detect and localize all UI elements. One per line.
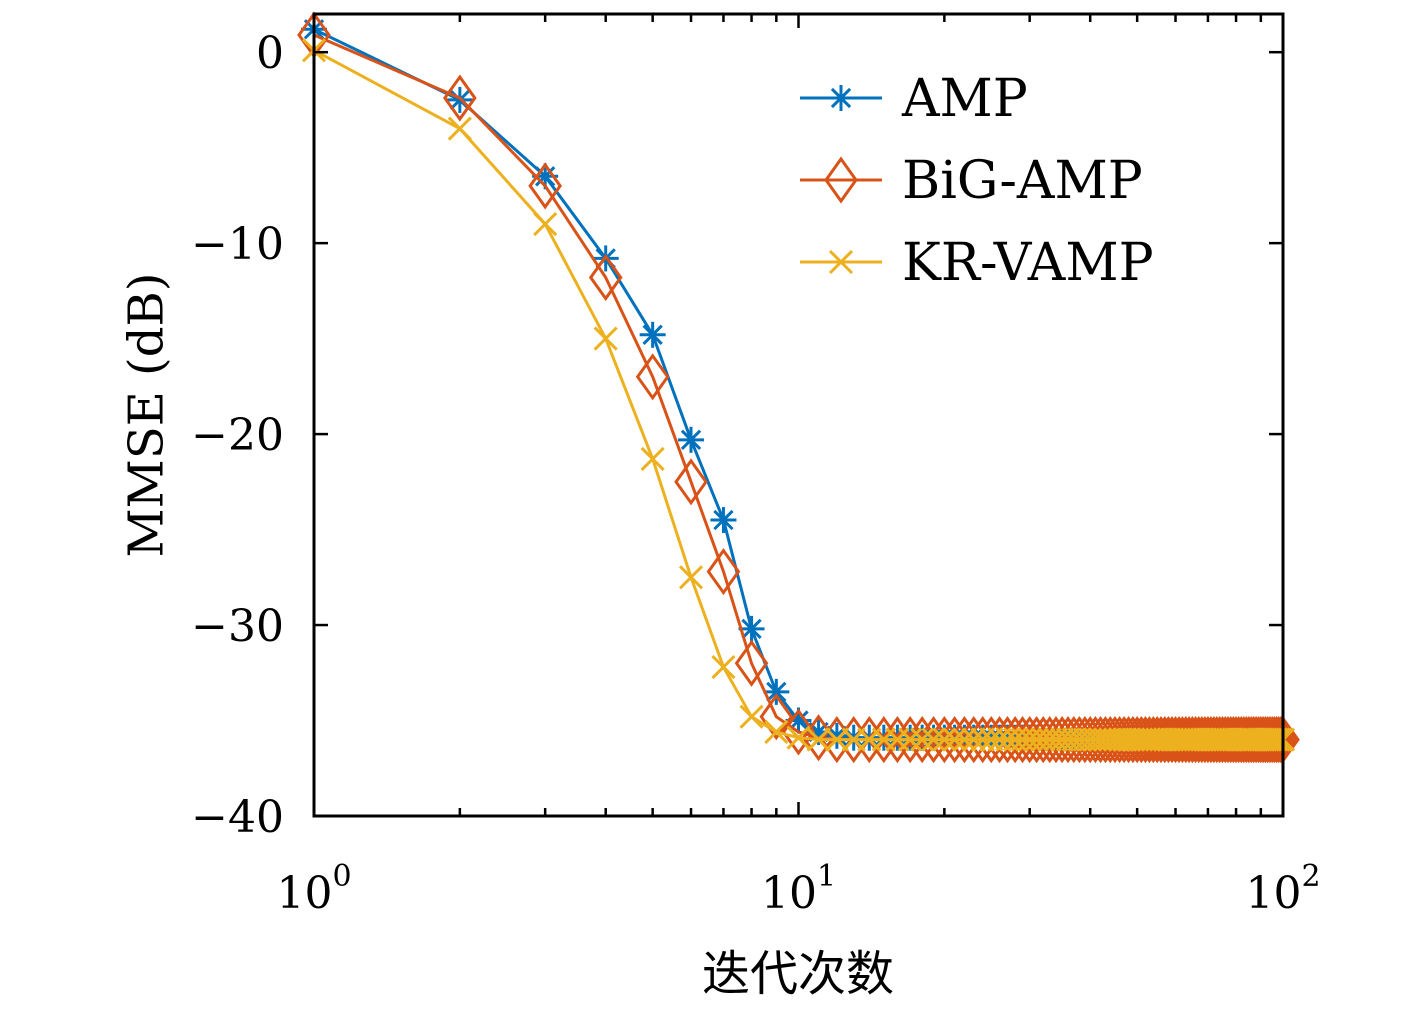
- series-kr-vamp: [301, 38, 1296, 752]
- data-point: [588, 253, 623, 302]
- data-point: [678, 426, 705, 453]
- x-axis-title: 迭代次数: [702, 946, 894, 1002]
- data-point: [763, 678, 790, 705]
- plot-area: [297, 11, 1300, 764]
- data-point: [678, 565, 704, 590]
- data-point: [710, 507, 737, 534]
- data-point: [1043, 727, 1069, 752]
- series-line: [313, 33, 1283, 742]
- legend-marker: [828, 85, 854, 111]
- data-point: [893, 716, 927, 764]
- series-amp: [301, 16, 1296, 751]
- data-point: [739, 704, 764, 729]
- data-point: [533, 211, 558, 237]
- data-point: [786, 725, 811, 750]
- axes-box: [312, 12, 1285, 818]
- legend-label: KR-VAMP: [902, 233, 1154, 293]
- data-point: [528, 162, 563, 210]
- data-point: [674, 458, 708, 506]
- data-point: [806, 727, 831, 752]
- series-line: [313, 27, 1283, 740]
- y-tick-labels: 0 −10 −20 −30 −40: [191, 28, 284, 843]
- legend-marker: [824, 156, 858, 204]
- data-point: [866, 716, 901, 764]
- data-point: [905, 716, 940, 764]
- data-point: [921, 727, 946, 752]
- data-point: [593, 326, 618, 351]
- data-point: [635, 353, 670, 401]
- data-point: [898, 727, 923, 752]
- y-tick-label: −10: [191, 219, 284, 270]
- data-point: [970, 727, 995, 752]
- legend-label: BiG-AMP: [902, 151, 1143, 211]
- data-point: [443, 74, 477, 122]
- data-point: [781, 708, 816, 756]
- data-point: [932, 727, 957, 752]
- data-point: [952, 727, 977, 752]
- y-tick-label: −30: [191, 601, 284, 652]
- data-point: [734, 639, 769, 687]
- y-tick-label: 0: [256, 28, 284, 79]
- legend: AMP BiG-AMP KR-VAMP: [800, 69, 1154, 293]
- data-point: [880, 716, 915, 764]
- data-point: [824, 727, 849, 752]
- x-tick-labels: 100 101 102: [276, 859, 1320, 919]
- data-point: [1055, 727, 1081, 752]
- data-point: [759, 693, 794, 741]
- y-axis-title: MMSE (dB): [119, 273, 175, 558]
- y-tick-label: −40: [191, 792, 284, 843]
- legend-item-kr-vamp: KR-VAMP: [800, 233, 1154, 293]
- data-point: [1050, 727, 1075, 752]
- legend-item-big-amp: BiG-AMP: [800, 151, 1143, 211]
- data-point: [711, 654, 736, 680]
- axis-ticks: [312, 14, 1285, 818]
- x-tick-label: 100: [276, 859, 351, 919]
- data-point: [447, 116, 472, 141]
- data-point: [764, 719, 789, 745]
- x-tick-label: 101: [761, 859, 836, 919]
- data-point: [961, 727, 986, 752]
- data-point: [738, 615, 765, 642]
- legend-label: AMP: [901, 69, 1028, 129]
- data-point: [639, 321, 666, 348]
- data-point: [640, 446, 665, 471]
- series-big-amp: [297, 11, 1300, 764]
- data-point: [942, 727, 967, 752]
- data-point: [1266, 727, 1291, 752]
- data-point: [1260, 727, 1285, 752]
- data-point: [910, 727, 935, 752]
- data-point: [706, 548, 741, 596]
- legend-marker: [828, 249, 854, 275]
- x-tick-label: 102: [1245, 859, 1320, 919]
- data-point: [1037, 727, 1062, 752]
- legend-item-amp: AMP: [800, 69, 1028, 129]
- y-tick-label: −20: [191, 410, 284, 461]
